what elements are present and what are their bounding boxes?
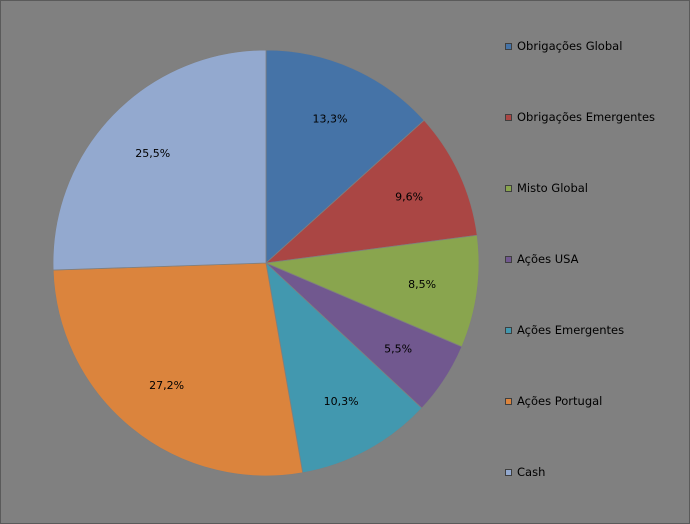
- slice-data-label: 5,5%: [384, 343, 412, 356]
- legend-swatch: [505, 326, 512, 334]
- slice-data-label: 10,3%: [324, 395, 359, 408]
- slice-data-label: 9,6%: [395, 190, 423, 203]
- legend-swatch: [505, 468, 512, 476]
- slice-data-label: 27,2%: [149, 379, 184, 392]
- legend-item: Obrigações Emergentes: [505, 110, 655, 124]
- chart-legend: Obrigações Global Obrigações Emergentes Mi…: [505, 39, 685, 489]
- legend-item: Ações Portugal: [505, 394, 602, 408]
- legend-label: Ações Portugal: [517, 394, 603, 408]
- legend-item: Ações USA: [505, 252, 579, 266]
- legend-label: Ações USA: [517, 252, 579, 266]
- legend-item: Cash: [505, 465, 545, 479]
- pie-slices: [52, 49, 480, 477]
- legend-label: Cash: [517, 465, 546, 479]
- legend-swatch: [505, 113, 512, 121]
- legend-label: Misto Global: [517, 181, 588, 195]
- legend-item: Obrigações Global: [505, 39, 622, 53]
- pie-slice: [52, 262, 304, 477]
- legend-item: Ações Emergentes: [505, 323, 624, 337]
- legend-swatch: [505, 255, 512, 263]
- legend-label: Ações Emergentes: [517, 323, 625, 337]
- pie-slice: [264, 234, 480, 348]
- legend-label: Obrigações Emergentes: [517, 110, 656, 124]
- legend-swatch: [505, 184, 512, 192]
- pie-slice: [265, 261, 423, 474]
- pie-slice: [265, 49, 425, 264]
- legend-swatch: [505, 397, 512, 405]
- legend-label: Obrigações Global: [517, 39, 623, 53]
- pie-data-labels: 13,3% 9,6% 8,5% 5,5% 10,3% 27,2% 25,5%: [135, 113, 436, 409]
- slice-data-label: 13,3%: [313, 113, 348, 126]
- legend-swatch: [505, 42, 512, 50]
- slice-data-label: 25,5%: [135, 147, 170, 160]
- slice-data-label: 8,5%: [408, 278, 436, 291]
- pie-slice: [52, 49, 267, 271]
- pie-slice: [264, 119, 478, 264]
- legend-item: Misto Global: [505, 181, 588, 195]
